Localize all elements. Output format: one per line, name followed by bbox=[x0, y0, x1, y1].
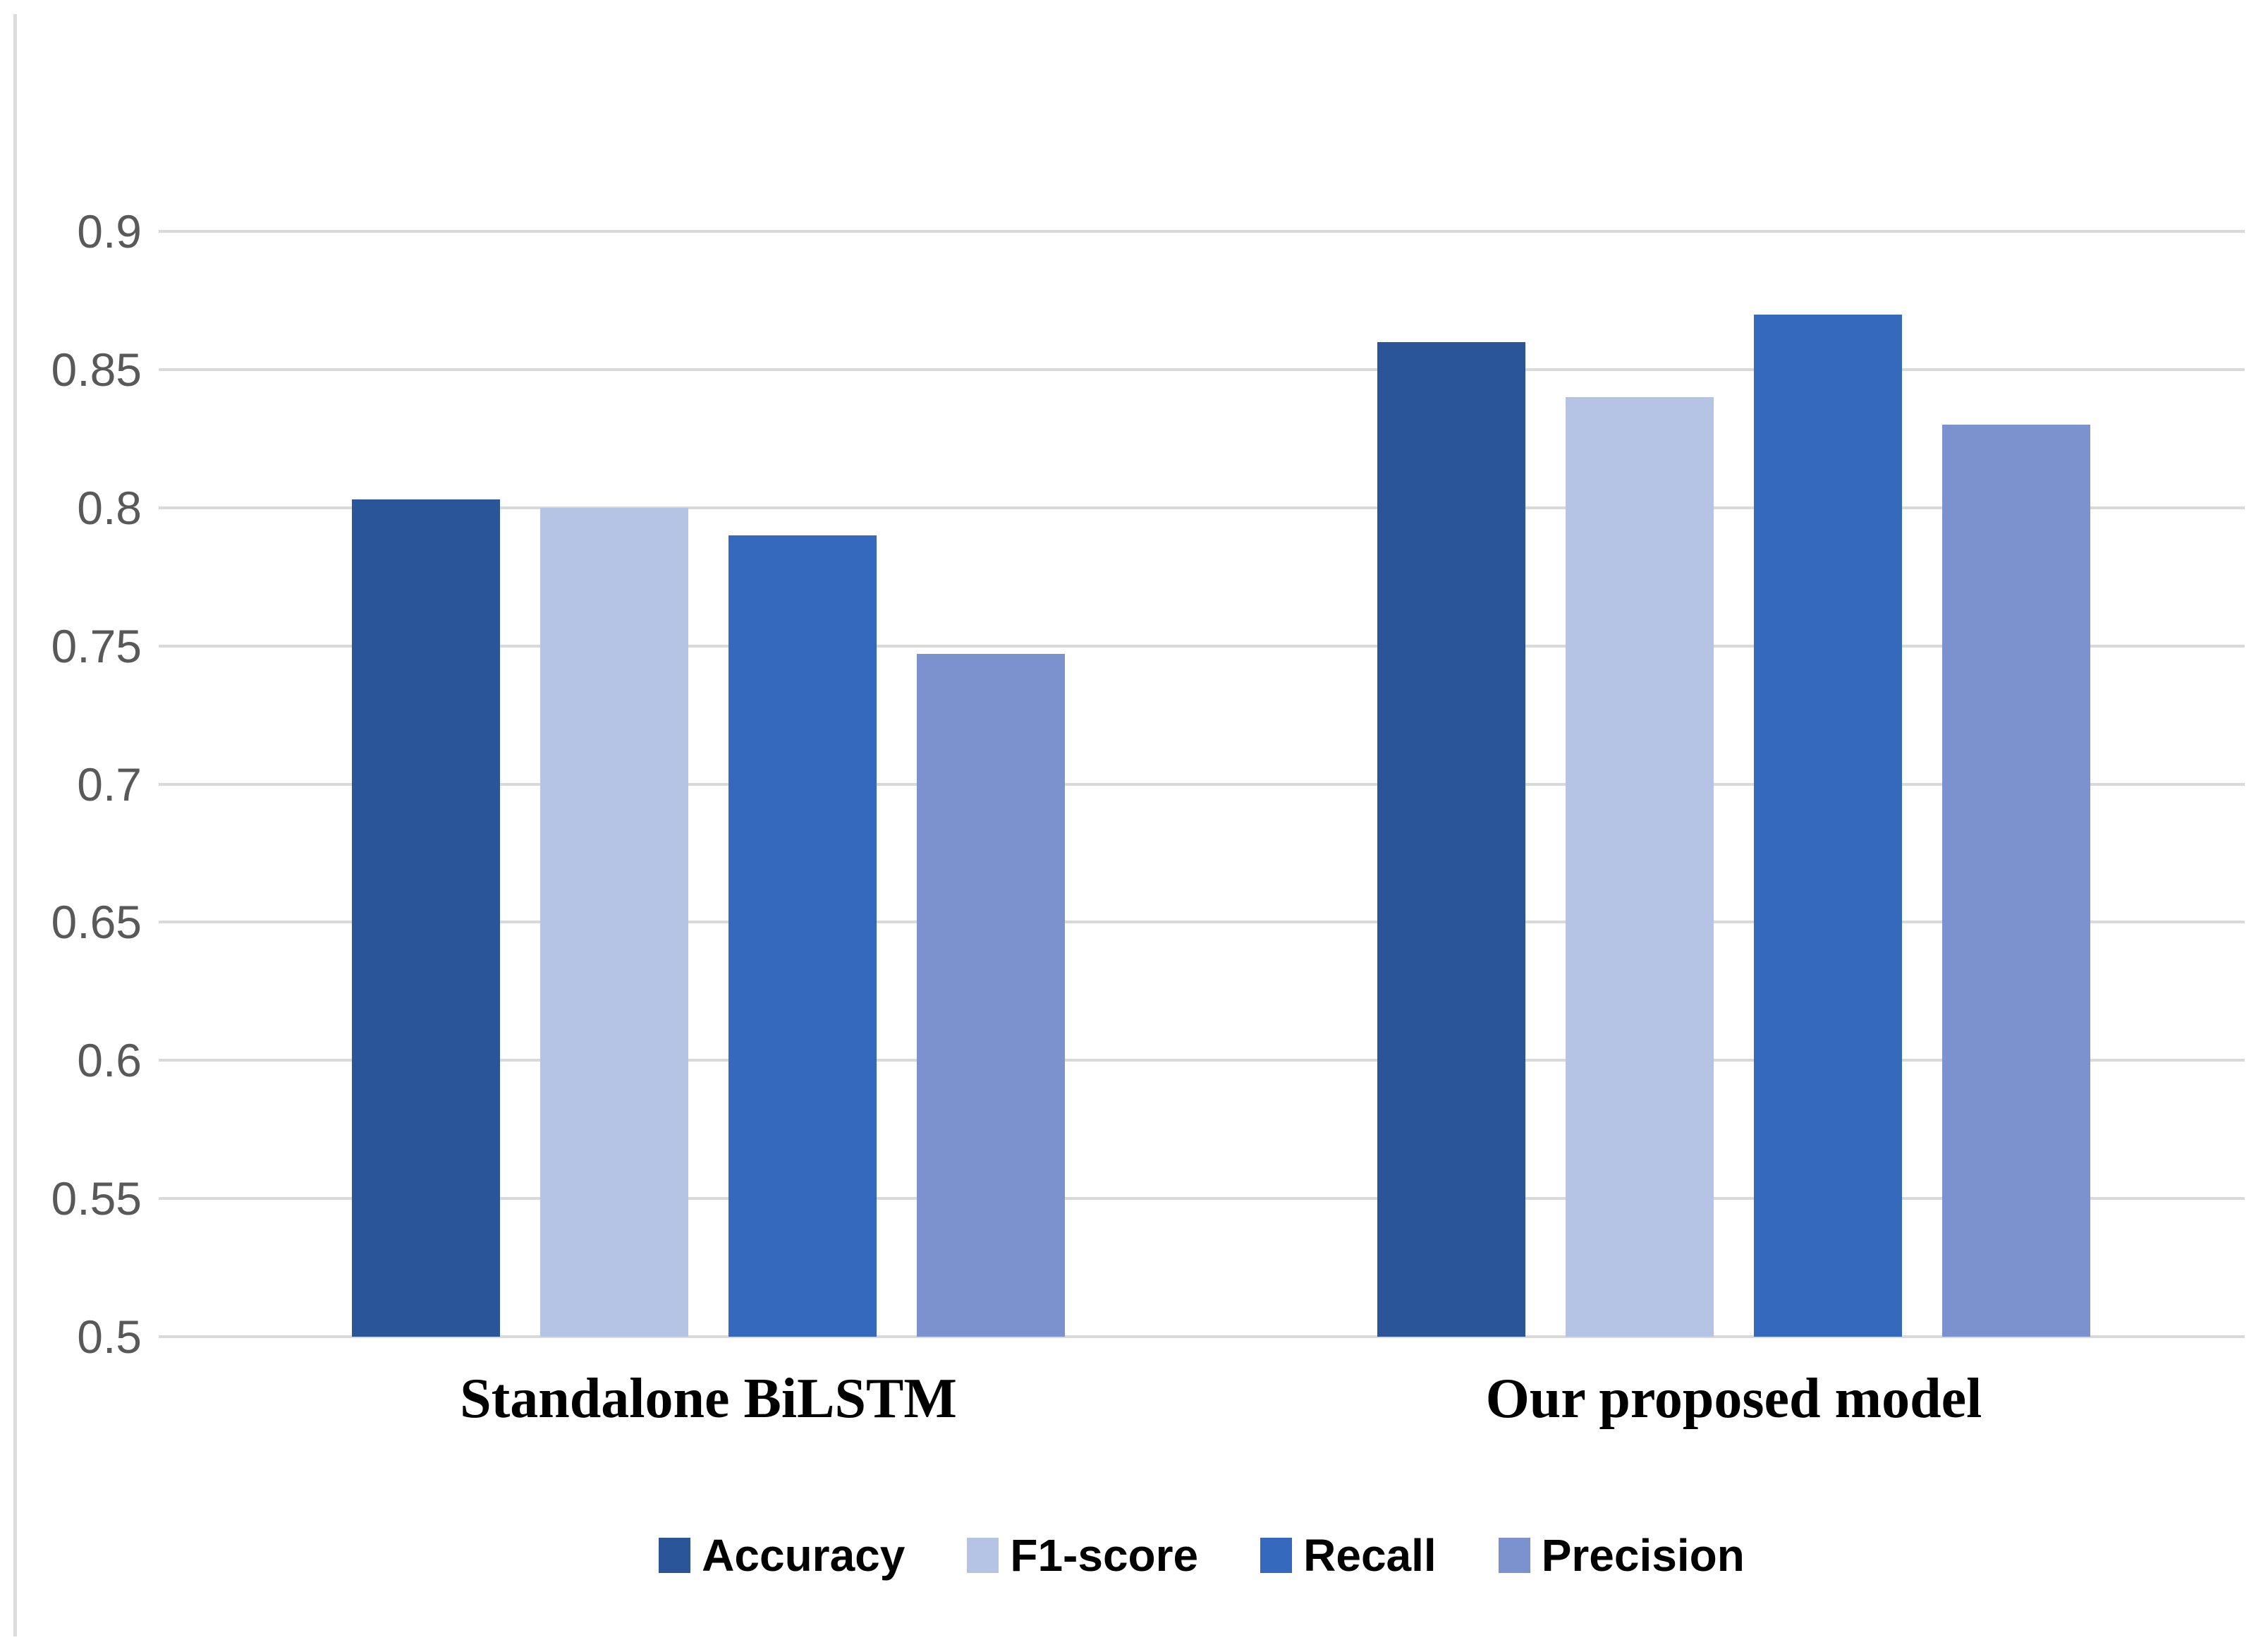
bar-recall-group1 bbox=[728, 535, 877, 1337]
gridline-0.7 bbox=[159, 782, 2245, 786]
y-tick-label-0.6: 0.6 bbox=[77, 1034, 142, 1087]
legend-item-precision: Precision bbox=[1498, 1529, 1745, 1581]
figure-left-border bbox=[13, 14, 17, 1636]
legend-label-recall: Recall bbox=[1303, 1530, 1437, 1581]
category-label-1: Standalone BiLSTM bbox=[460, 1368, 957, 1430]
bar-f1-score-group1 bbox=[540, 508, 688, 1337]
legend-label-precision: Precision bbox=[1541, 1530, 1745, 1581]
y-tick-label-0.65: 0.65 bbox=[51, 896, 142, 949]
legend-label-f1-score: F1-score bbox=[1010, 1530, 1199, 1581]
bar-accuracy-group1 bbox=[352, 499, 500, 1337]
gridline-0.9 bbox=[159, 230, 2245, 233]
bar-group-1 bbox=[352, 231, 1065, 1337]
legend-label-accuracy: Accuracy bbox=[702, 1530, 906, 1581]
y-tick-label-0.55: 0.55 bbox=[51, 1172, 142, 1225]
bar-precision-group2 bbox=[1942, 425, 2090, 1337]
bar-recall-group2 bbox=[1754, 315, 1902, 1337]
legend-swatch-f1-score bbox=[967, 1538, 999, 1573]
legend: Accuracy F1-score Recall Precision bbox=[159, 1529, 2245, 1581]
legend-item-accuracy: Accuracy bbox=[659, 1529, 905, 1581]
plot-area bbox=[159, 230, 2245, 1338]
y-tick-label-0.85: 0.85 bbox=[51, 343, 142, 396]
bar-group-2 bbox=[1377, 231, 2090, 1337]
bar-precision-group1 bbox=[917, 654, 1065, 1337]
bar-accuracy-group2 bbox=[1377, 342, 1525, 1337]
y-tick-label-0.7: 0.7 bbox=[77, 758, 142, 810]
y-tick-label-0.9: 0.9 bbox=[77, 205, 142, 257]
gridline-0.75 bbox=[159, 644, 2245, 648]
legend-item-f1-score: F1-score bbox=[967, 1529, 1198, 1581]
gridline-0.65 bbox=[159, 921, 2245, 924]
y-tick-label-0.8: 0.8 bbox=[77, 481, 142, 534]
legend-swatch-precision bbox=[1498, 1538, 1530, 1573]
gridline-0.55 bbox=[159, 1197, 2245, 1201]
bar-f1-score-group2 bbox=[1566, 397, 1714, 1337]
legend-swatch-recall bbox=[1260, 1538, 1293, 1573]
gridline-0.5 bbox=[159, 1335, 2245, 1338]
x-axis-category-labels: Standalone BiLSTM Our proposed model bbox=[159, 1367, 2245, 1445]
legend-swatch-accuracy bbox=[659, 1538, 691, 1573]
y-tick-label-0.5: 0.5 bbox=[77, 1311, 142, 1363]
gridline-0.6 bbox=[159, 1059, 2245, 1062]
gridline-0.8 bbox=[159, 506, 2245, 509]
gridline-0.85 bbox=[159, 368, 2245, 371]
legend-item-recall: Recall bbox=[1260, 1529, 1437, 1581]
y-tick-label-0.75: 0.75 bbox=[51, 619, 142, 672]
category-label-2: Our proposed model bbox=[1485, 1368, 1982, 1430]
